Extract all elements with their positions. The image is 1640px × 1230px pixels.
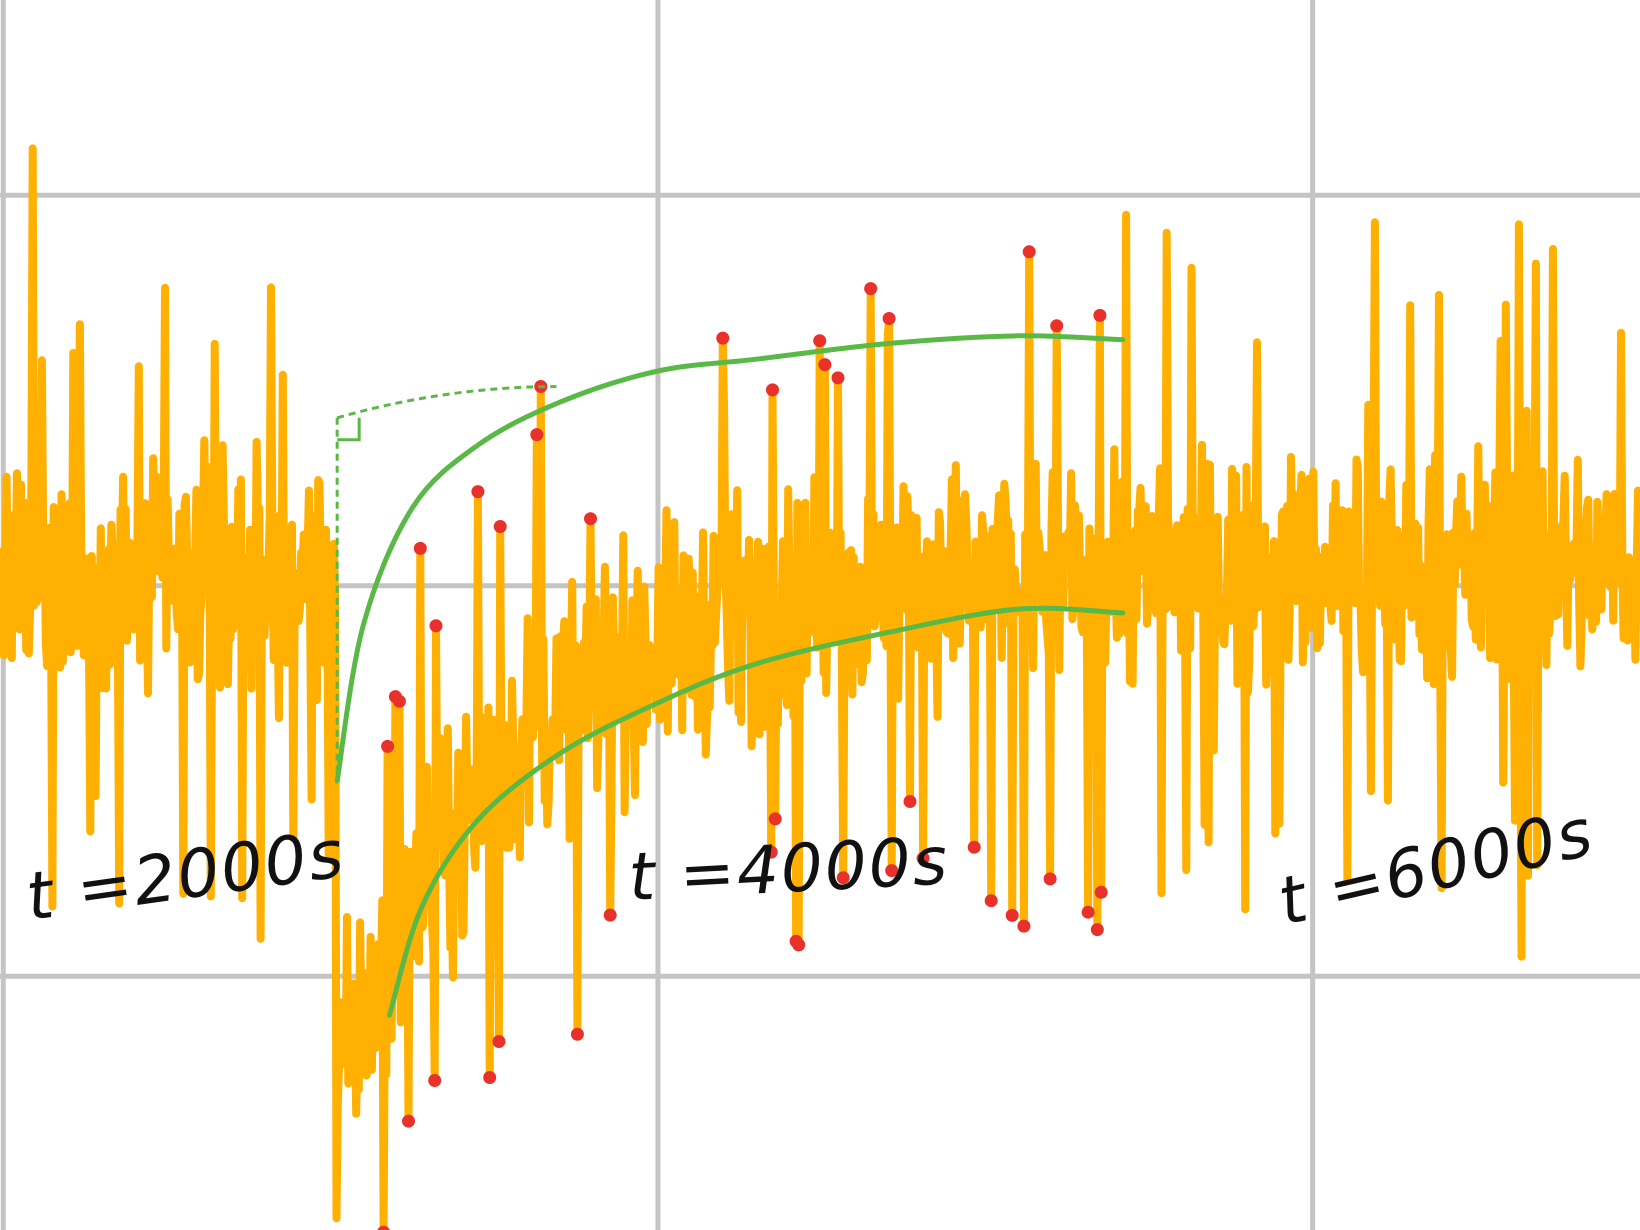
peak-marker <box>836 871 850 885</box>
peak-marker <box>381 739 395 753</box>
upper-envelope-curve <box>334 333 1126 784</box>
peak-marker <box>1093 308 1107 322</box>
peak-marker <box>492 1035 506 1048</box>
peak-marker <box>483 1071 497 1084</box>
peak-marker <box>1081 905 1095 919</box>
time-label-6000: t =6000s <box>1271 793 1601 940</box>
peak-marker <box>831 371 845 385</box>
peak-marker <box>1050 319 1064 333</box>
peak-marker <box>916 851 930 865</box>
signal-line <box>0 144 1640 1230</box>
peak-marker <box>530 428 544 442</box>
peak-marker <box>413 541 427 555</box>
peak-marker <box>1005 908 1019 922</box>
peak-marker <box>792 938 806 952</box>
peak-marker <box>967 840 981 854</box>
peak-marker <box>813 334 827 348</box>
peak-marker <box>1090 923 1104 937</box>
peak-marker <box>1017 919 1031 933</box>
peak-marker <box>984 894 998 908</box>
peak-marker <box>377 1225 390 1230</box>
guide-horizontal-dashed <box>336 385 557 420</box>
lower-envelope-curve <box>387 605 1126 1018</box>
peak-marker <box>603 908 617 922</box>
envelopes <box>334 333 1126 1018</box>
peak-marker <box>768 812 782 826</box>
peak-marker <box>584 512 597 526</box>
peak-marker <box>392 694 406 708</box>
peak-marker <box>864 282 878 296</box>
peak-marker <box>402 1114 415 1128</box>
peak-marker <box>764 845 778 859</box>
peak-marker <box>1043 872 1057 886</box>
peak-marker <box>885 864 899 878</box>
peak-marker <box>471 485 485 499</box>
peak-marker <box>903 795 917 808</box>
signal-trace <box>0 144 1640 1230</box>
peak-marker <box>882 312 896 325</box>
peak-marker <box>716 331 730 345</box>
peak-marker <box>1094 885 1108 899</box>
peak-marker <box>429 619 443 633</box>
peak-markers <box>377 245 1108 1230</box>
time-label-4000: t =4000s <box>627 822 951 916</box>
peak-marker <box>428 1074 442 1087</box>
peak-marker <box>570 1027 584 1041</box>
peak-marker <box>818 358 832 372</box>
peak-marker <box>493 520 507 533</box>
right-angle-mark <box>337 417 361 442</box>
peak-marker <box>766 383 779 397</box>
peak-marker <box>1022 245 1036 259</box>
